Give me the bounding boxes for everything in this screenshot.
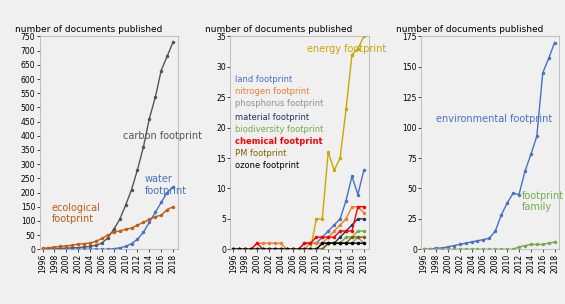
Text: biodiversity footprint: biodiversity footprint: [235, 125, 323, 134]
Text: environmental footprint: environmental footprint: [436, 114, 552, 124]
Text: energy footprint: energy footprint: [307, 44, 386, 54]
Text: footprint
family: footprint family: [522, 191, 564, 212]
Text: number of documents published: number of documents published: [396, 25, 544, 34]
Text: water
footprint: water footprint: [145, 174, 186, 196]
Text: ecological
footprint: ecological footprint: [51, 203, 101, 224]
Text: number of documents published: number of documents published: [15, 25, 162, 34]
Text: ozone footprint: ozone footprint: [235, 161, 299, 171]
Text: land footprint: land footprint: [235, 75, 292, 84]
Text: chemical footprint: chemical footprint: [235, 137, 323, 146]
Text: material footprint: material footprint: [235, 113, 309, 122]
Text: PM footprint: PM footprint: [235, 149, 286, 158]
Text: carbon footprint: carbon footprint: [123, 131, 202, 141]
Text: number of documents published: number of documents published: [206, 25, 353, 34]
Text: nitrogen footprint: nitrogen footprint: [235, 87, 310, 96]
Text: phosphorus footprint: phosphorus footprint: [235, 99, 323, 109]
